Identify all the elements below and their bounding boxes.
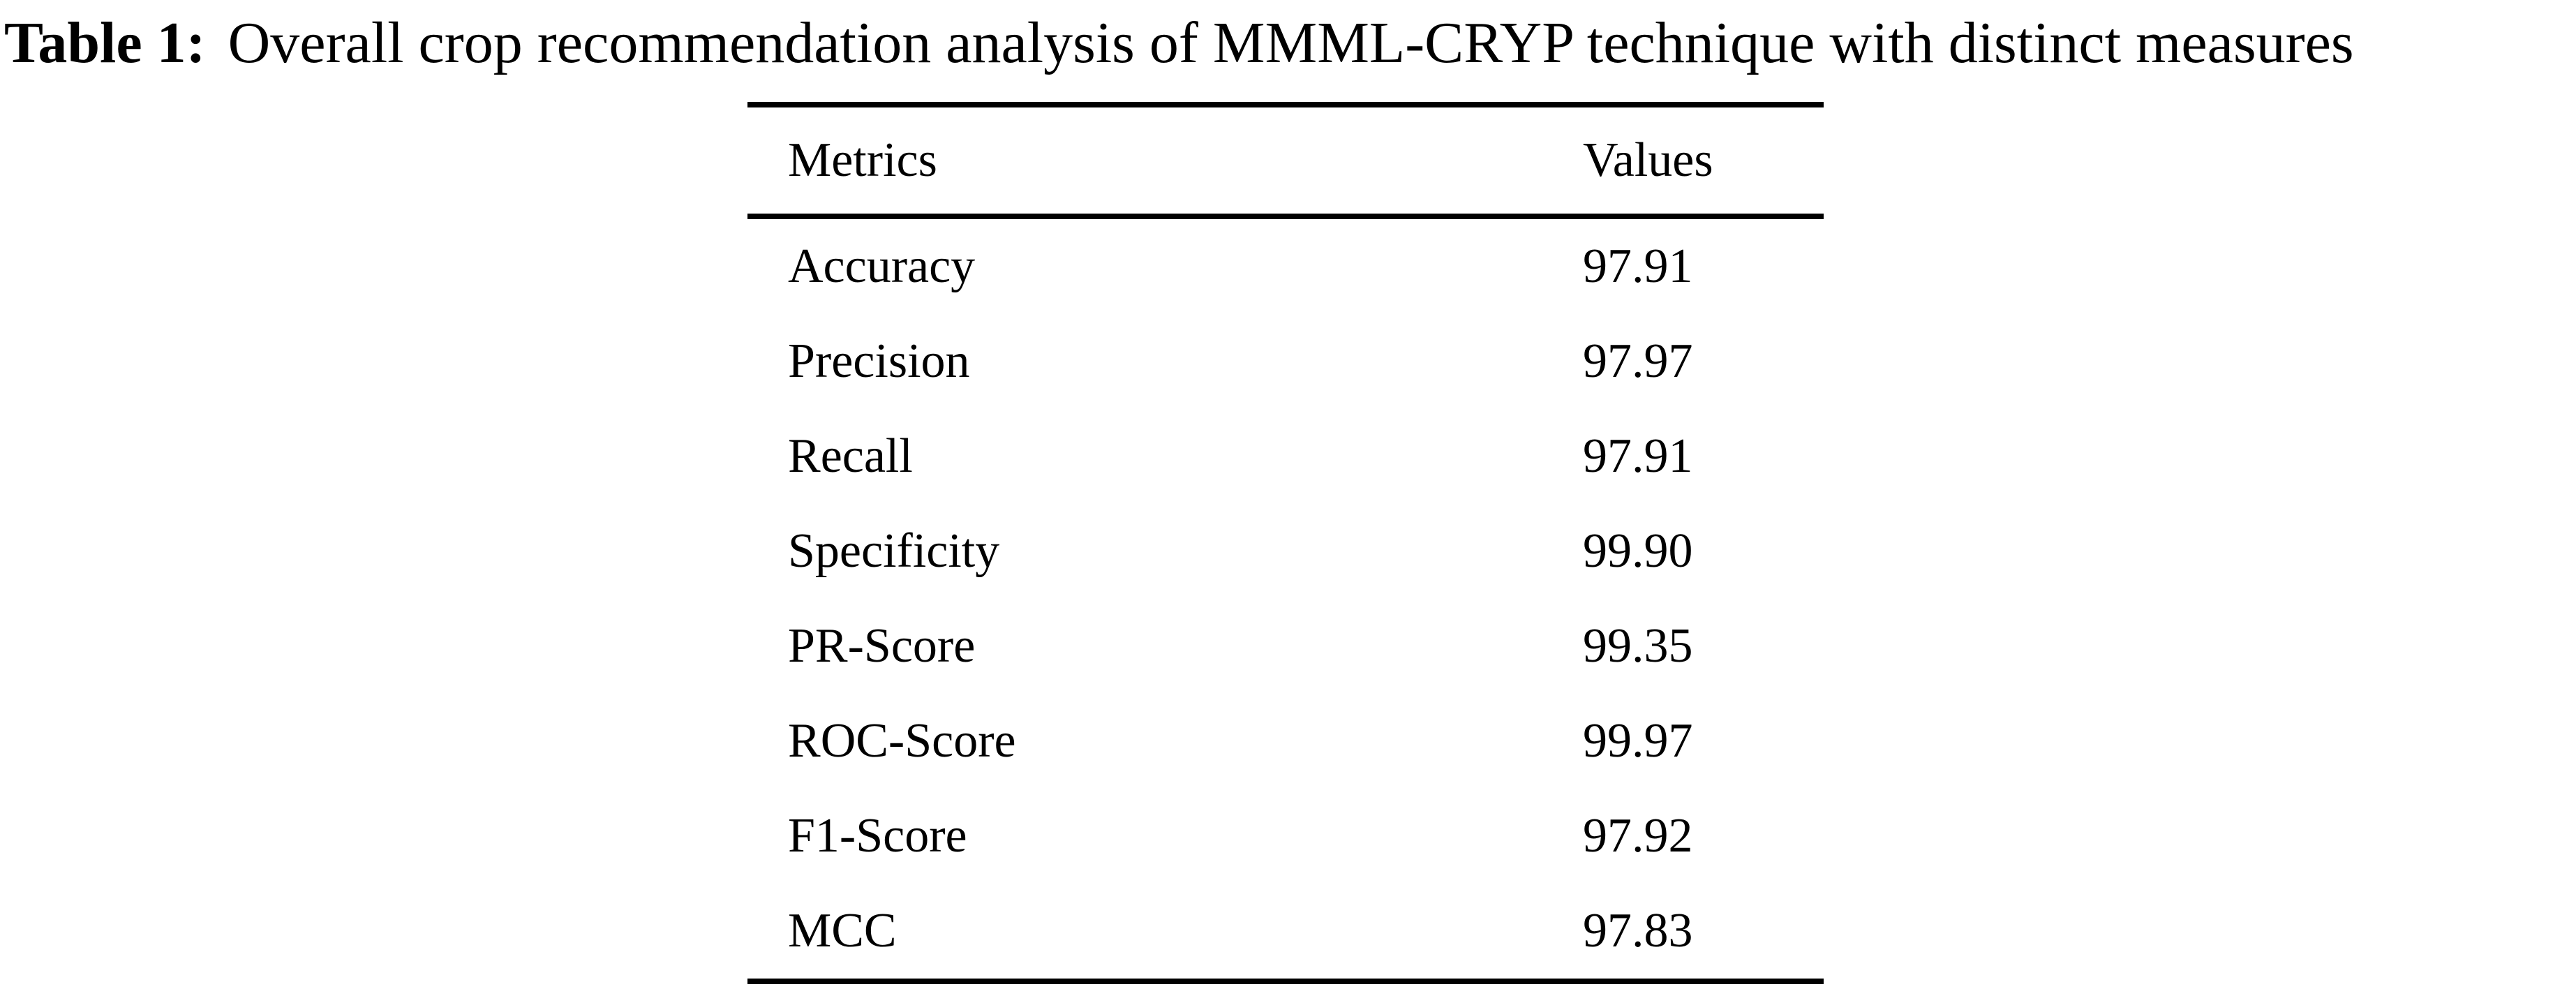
column-header-values: Values xyxy=(1583,133,1713,187)
metric-cell: Precision xyxy=(788,334,970,388)
table-body: Accuracy 97.91 Precision 97.97 Recall 97… xyxy=(747,219,1824,979)
table-row: Accuracy 97.91 xyxy=(747,219,1824,314)
table-caption-text: Overall crop recommendation analysis of … xyxy=(228,10,2354,75)
metric-cell: PR-Score xyxy=(788,619,976,673)
metric-cell: Accuracy xyxy=(788,239,976,293)
metric-cell: Recall xyxy=(788,429,913,483)
value-cell: 99.35 xyxy=(1583,619,1693,673)
metric-cell: ROC-Score xyxy=(788,714,1016,768)
table-row: Specificity 99.90 xyxy=(747,504,1824,599)
table-caption-label: Table 1: xyxy=(4,10,206,75)
value-cell: 99.90 xyxy=(1583,524,1693,578)
table-caption: Table 1: Overall crop recommendation anal… xyxy=(4,10,2576,77)
value-cell: 97.92 xyxy=(1583,809,1693,863)
table-row: Recall 97.91 xyxy=(747,409,1824,504)
value-cell: 97.91 xyxy=(1583,239,1693,293)
table-row: Precision 97.97 xyxy=(747,314,1824,409)
table-row: PR-Score 99.35 xyxy=(747,599,1824,694)
metric-cell: F1-Score xyxy=(788,809,967,863)
value-cell: 97.91 xyxy=(1583,429,1693,483)
value-cell: 97.97 xyxy=(1583,334,1693,388)
metric-cell: MCC xyxy=(788,904,897,958)
value-cell: 99.97 xyxy=(1583,714,1693,768)
column-header-metrics: Metrics xyxy=(788,133,937,187)
table-row: F1-Score 97.92 xyxy=(747,789,1824,884)
table-header-row: Metrics Values xyxy=(747,107,1824,219)
value-cell: 97.83 xyxy=(1583,904,1693,958)
table-row: MCC 97.83 xyxy=(747,884,1824,979)
table-row: ROC-Score 99.97 xyxy=(747,694,1824,789)
metric-cell: Specificity xyxy=(788,524,1000,578)
metrics-table: Metrics Values Accuracy 97.91 Precision … xyxy=(747,102,1824,984)
